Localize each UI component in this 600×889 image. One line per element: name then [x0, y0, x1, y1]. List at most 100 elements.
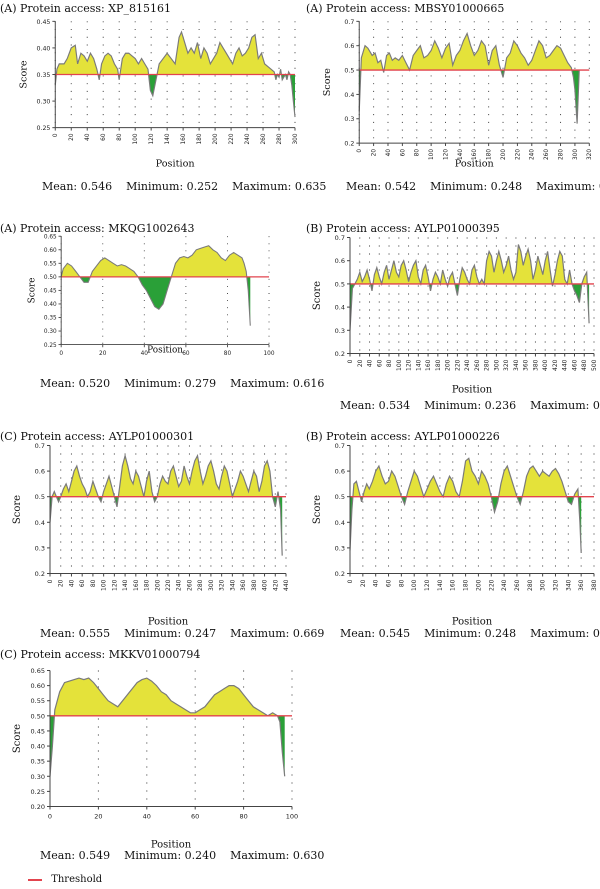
x-tick-label: 160 — [472, 149, 478, 160]
x-tick-label: 20 — [99, 351, 107, 357]
x-tick-label: 0 — [48, 813, 52, 821]
chart-title: (A) Protein access: XP_815161 — [0, 2, 171, 15]
chart-title: (C) Protein access: MKKV01000794 — [0, 648, 201, 661]
x-tick-label: 40 — [373, 579, 380, 587]
below-threshold-area — [50, 496, 283, 556]
x-tick-label: 340 — [513, 359, 520, 371]
y-tick-label: 0.65 — [44, 234, 57, 240]
y-tick-label: 0.60 — [44, 248, 57, 254]
x-tick-label: 140 — [415, 359, 422, 371]
x-tick-label: 0 — [53, 133, 59, 137]
y-tick-label: 0.4 — [335, 519, 345, 527]
x-axis-label: Position — [148, 617, 189, 628]
x-tick-label: 280 — [559, 149, 565, 160]
x-tick-label: 80 — [415, 149, 421, 157]
x-tick-label: 40 — [386, 149, 392, 157]
x-axis-label: Position — [151, 840, 192, 851]
x-tick-label: 140 — [437, 579, 444, 591]
x-tick-label: 360 — [523, 359, 530, 371]
x-tick-label: 40 — [85, 133, 91, 141]
x-tick-label: 140 — [458, 149, 464, 160]
x-tick-label: 100 — [133, 133, 139, 144]
y-tick-label: 0.3 — [344, 116, 354, 123]
y-tick-label: 0.40 — [31, 743, 45, 751]
y-tick-label: 0.6 — [35, 468, 45, 476]
y-axis-label: Score — [312, 281, 323, 310]
y-tick-label: 0.50 — [44, 275, 57, 281]
y-tick-label: 0.7 — [335, 234, 345, 242]
x-tick-label: 0 — [47, 579, 54, 583]
chart-title: (A) Protein access: MKQG1002643 — [0, 222, 195, 235]
stats-summary: Mean: 0.542 Minimum: 0.248 Maximum: 0.653 — [346, 180, 600, 193]
y-tick-label: 0.6 — [335, 468, 345, 476]
x-tick-label: 260 — [261, 133, 267, 144]
x-tick-label: 440 — [283, 579, 290, 591]
x-tick-label: 460 — [572, 359, 579, 371]
x-tick-label: 40 — [367, 359, 374, 367]
y-axis-label: Score — [12, 724, 23, 753]
y-tick-label: 0.40 — [44, 302, 57, 308]
y-tick-label: 0.7 — [35, 442, 45, 450]
x-tick-label: 280 — [527, 579, 534, 591]
x-tick-label: 60 — [386, 579, 393, 587]
chart-panel: (A) Protein access: MBSY01000665 0.2 0.3 0.… — [306, 2, 600, 212]
x-tick-label: 200 — [154, 579, 161, 591]
chart-panel: (B) Protein access: AYLP01000226 0.2 0.3 0.… — [306, 430, 600, 642]
x-tick-label: 160 — [133, 579, 140, 591]
above-threshold-area — [359, 33, 580, 71]
x-tick-label: 340 — [229, 579, 236, 591]
y-tick-label: 0.35 — [31, 758, 45, 766]
x-tick-label: 200 — [475, 579, 482, 591]
x-tick-label: 320 — [587, 149, 593, 160]
stat-mean: Mean: 0.545 — [340, 627, 411, 640]
x-tick-label: 180 — [435, 359, 442, 371]
x-tick-label: 260 — [187, 579, 194, 591]
x-tick-label: 380 — [251, 579, 258, 591]
x-tick-label: 40 — [69, 579, 76, 587]
below-threshold-area — [61, 276, 251, 326]
x-tick-label: 0 — [357, 149, 363, 153]
y-axis-label: Score — [322, 68, 333, 96]
y-tick-label: 0.50 — [31, 712, 45, 720]
x-tick-label: 300 — [540, 579, 547, 591]
stat-minimum: Minimum: 0.236 — [424, 399, 517, 412]
x-tick-label: 300 — [293, 133, 299, 144]
chart-panel: (A) Protein access: XP_815161 0.25 0.30 0.3… — [0, 2, 326, 212]
x-tick-label: 100 — [286, 813, 298, 821]
y-tick-label: 0.5 — [344, 67, 354, 74]
above-threshold-area — [50, 455, 283, 497]
x-tick-label: 20 — [69, 133, 75, 141]
threshold-legend: Threshold — [28, 874, 102, 885]
score-line — [349, 457, 582, 554]
stat-mean: Mean: 0.549 — [40, 849, 111, 862]
x-tick-label: 120 — [406, 359, 413, 371]
y-axis-label: Score — [12, 495, 23, 524]
x-tick-label: 220 — [165, 579, 172, 591]
x-tick-label: 480 — [581, 359, 588, 371]
stat-mean: Mean: 0.520 — [40, 377, 111, 390]
y-tick-label: 0.25 — [31, 788, 45, 796]
chart-panel: (C) Protein access: MKKV01000794 0.20 0.25… — [0, 648, 324, 862]
area-chart: 0.20 0.25 0.30 0.35 0.40 0.45 0.50 0.55 0.60 0.65… — [12, 667, 298, 851]
stat-minimum: Minimum: 0.247 — [124, 627, 217, 640]
y-tick-label: 0.30 — [31, 773, 45, 781]
above-threshold-area — [350, 244, 590, 284]
x-tick-label: 200 — [501, 149, 507, 160]
y-tick-label: 0.55 — [44, 262, 57, 268]
x-tick-label: 60 — [101, 133, 107, 141]
y-tick-label: 0.35 — [44, 316, 57, 322]
x-tick-label: 0 — [347, 579, 354, 583]
y-axis-label: Score — [312, 495, 323, 524]
chart-title: (C) Protein access: AYLP01000301 — [0, 430, 195, 443]
y-tick-label: 0.7 — [335, 442, 345, 450]
stats-summary: Mean: 0.534 Minimum: 0.236 Maximum: 0.673 — [340, 399, 600, 412]
x-tick-label: 120 — [443, 149, 449, 160]
x-tick-label: 320 — [503, 359, 510, 371]
y-tick-label: 0.6 — [344, 43, 354, 50]
x-tick-label: 260 — [514, 579, 521, 591]
x-tick-label: 180 — [487, 149, 493, 160]
x-axis-label: Position — [452, 385, 493, 396]
y-tick-label: 0.65 — [31, 667, 45, 675]
x-tick-label: 40 — [141, 351, 149, 357]
x-tick-label: 420 — [552, 359, 559, 371]
